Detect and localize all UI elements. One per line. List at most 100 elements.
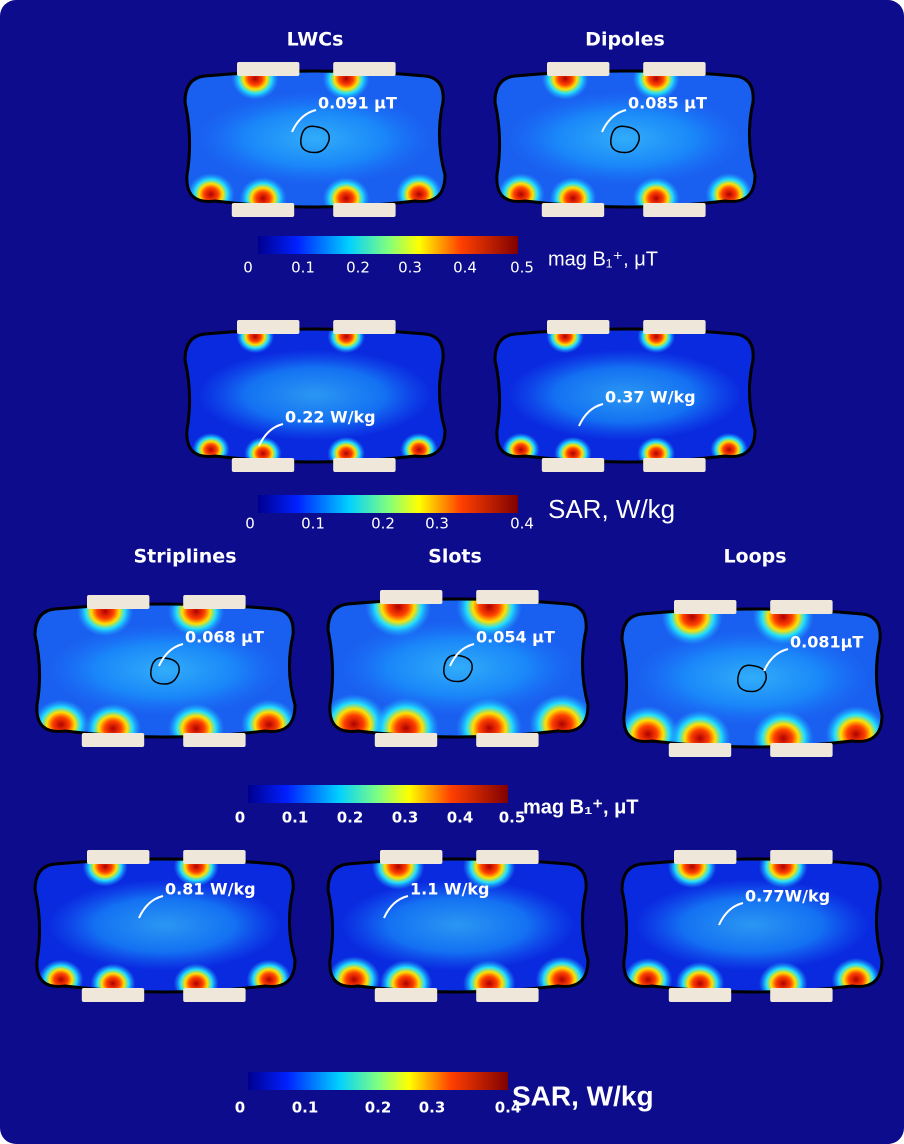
annotation: 0.81 W/kg bbox=[165, 880, 256, 899]
field-map-fill bbox=[33, 587, 297, 754]
coil-pad bbox=[643, 458, 705, 472]
colorbar-label: mag B₁⁺, μT bbox=[548, 248, 658, 270]
panel-title: Dipoles bbox=[585, 29, 665, 51]
coil-pad bbox=[375, 733, 437, 747]
colorbar-tick-label: 0.1 bbox=[282, 809, 309, 827]
annotation: 0.081μT bbox=[790, 633, 863, 652]
coil-pad bbox=[380, 590, 442, 604]
coil-pad bbox=[476, 988, 538, 1002]
colorbar-tick-label: 0.5 bbox=[499, 809, 526, 827]
panel-title: Striplines bbox=[134, 546, 237, 568]
panel-title: Slots bbox=[428, 546, 482, 568]
panel-title: Loops bbox=[723, 546, 786, 568]
colorbar-label: SAR, W/kg bbox=[548, 494, 675, 524]
coil-pad bbox=[380, 850, 442, 864]
field-map-fill bbox=[185, 320, 445, 470]
annotation: 0.77W/kg bbox=[745, 887, 830, 906]
field-map bbox=[622, 845, 882, 1005]
coil-pad bbox=[333, 320, 395, 334]
coil-pad bbox=[237, 320, 299, 334]
field-map-fill bbox=[622, 845, 882, 1005]
coil-pad bbox=[183, 850, 245, 864]
field-map-fill bbox=[35, 847, 295, 1004]
colorbar-tick-label: 0.5 bbox=[510, 259, 534, 277]
colorbar-tick-label: 0.3 bbox=[425, 515, 449, 533]
field-map bbox=[328, 843, 588, 1007]
coil-pad bbox=[770, 600, 832, 614]
coil-pad bbox=[232, 203, 294, 217]
coil-pad bbox=[183, 733, 245, 747]
coil-pad bbox=[476, 590, 538, 604]
field-glow bbox=[508, 92, 742, 185]
coil-pad bbox=[547, 320, 609, 334]
coil-pad bbox=[476, 733, 538, 747]
annotation: 0.068 μT bbox=[185, 628, 264, 647]
annotation: 0.37 W/kg bbox=[605, 388, 696, 407]
coil-pad bbox=[333, 458, 395, 472]
annotation: 0.091 μT bbox=[318, 94, 397, 113]
field-map bbox=[33, 587, 297, 754]
coil-pad bbox=[674, 850, 736, 864]
colorbar-tick-label: 0.4 bbox=[453, 259, 477, 277]
coil-pad bbox=[333, 203, 395, 217]
colorbar bbox=[248, 785, 508, 803]
annotation: 0.085 μT bbox=[628, 94, 707, 113]
coil-pad bbox=[643, 320, 705, 334]
colorbar-tick-label: 0.3 bbox=[398, 259, 422, 277]
coil-pad bbox=[333, 62, 395, 76]
field-glow bbox=[198, 350, 432, 441]
coil-pad bbox=[669, 743, 731, 757]
colorbar bbox=[258, 495, 518, 513]
colorbar-label: SAR, W/kg bbox=[512, 1080, 654, 1111]
coil-pad bbox=[87, 595, 149, 609]
coil-pad bbox=[183, 988, 245, 1002]
coil-pad bbox=[375, 988, 437, 1002]
field-map bbox=[35, 847, 295, 1004]
panel-title: LWCs bbox=[287, 29, 344, 51]
colorbar-tick-label: 0 bbox=[235, 1099, 245, 1117]
colorbar bbox=[258, 236, 518, 254]
colorbar-tick-label: 0.3 bbox=[392, 809, 419, 827]
coil-pad bbox=[674, 600, 736, 614]
field-map bbox=[185, 320, 445, 472]
coil-pad bbox=[547, 62, 609, 76]
field-map-fill bbox=[185, 57, 445, 219]
field-map bbox=[618, 589, 887, 767]
field-map-fill bbox=[328, 843, 588, 1007]
coil-pad bbox=[643, 62, 705, 76]
colorbar-tick-label: 0.1 bbox=[301, 515, 325, 533]
colorbar-tick-label: 0.2 bbox=[365, 1099, 392, 1117]
colorbar-label: mag B₁⁺, μT bbox=[523, 796, 639, 818]
coil-pad bbox=[770, 850, 832, 864]
figure: LWCs Dipoles 0.091 μT 0.085 μT 0 0.1 0.2 0.3 0.4… bbox=[0, 0, 904, 1144]
colorbar-tick-label: 0.1 bbox=[291, 259, 315, 277]
coil-pad bbox=[232, 458, 294, 472]
coil-pad bbox=[87, 850, 149, 864]
field-map-fill bbox=[495, 57, 755, 219]
colorbar-tick-label: 0 bbox=[235, 809, 245, 827]
colorbar-tick-label: 0.3 bbox=[419, 1099, 446, 1117]
coil-pad bbox=[183, 595, 245, 609]
colorbar-tick-label: 0 bbox=[245, 515, 255, 533]
coil-pad bbox=[669, 988, 731, 1002]
coil-pad bbox=[542, 203, 604, 217]
coil-pad bbox=[82, 988, 144, 1002]
annotation: 0.054 μT bbox=[476, 628, 555, 647]
coil-pad bbox=[770, 743, 832, 757]
colorbar-tick-label: 0.2 bbox=[337, 809, 364, 827]
coil-pad bbox=[542, 458, 604, 472]
colorbar-tick-label: 0.2 bbox=[371, 515, 395, 533]
coil-pad bbox=[82, 733, 144, 747]
field-map bbox=[321, 577, 595, 759]
colorbar bbox=[248, 1072, 508, 1090]
coil-pad bbox=[476, 850, 538, 864]
annotation: 1.1 W/kg bbox=[410, 880, 490, 899]
colorbar-tick-label: 0.1 bbox=[292, 1099, 319, 1117]
field-map bbox=[495, 57, 755, 219]
annotation: 0.22 W/kg bbox=[285, 408, 376, 427]
coil-pad bbox=[237, 62, 299, 76]
field-map bbox=[185, 57, 445, 219]
coil-pad bbox=[643, 203, 705, 217]
colorbar-tick-label: 0.2 bbox=[346, 259, 370, 277]
colorbar-tick-label: 0 bbox=[243, 259, 253, 277]
